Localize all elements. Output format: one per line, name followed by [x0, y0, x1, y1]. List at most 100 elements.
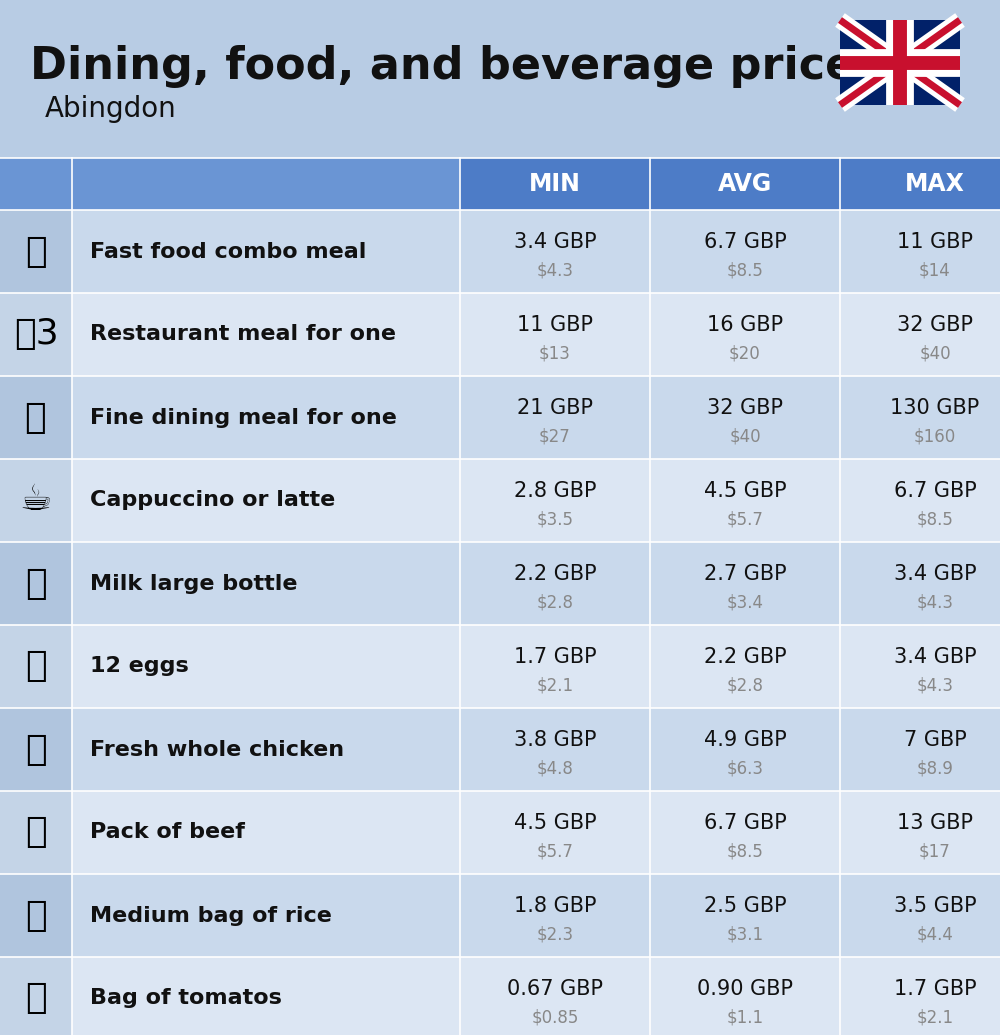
- Text: 32 GBP: 32 GBP: [707, 397, 783, 417]
- Text: $5.7: $5.7: [727, 510, 763, 529]
- Text: 🥩: 🥩: [25, 816, 47, 850]
- Text: 13 GBP: 13 GBP: [897, 812, 973, 832]
- Text: 3.4 GBP: 3.4 GBP: [894, 563, 976, 584]
- Text: ☕️: ☕️: [20, 483, 52, 518]
- Text: 🍔: 🍔: [25, 235, 47, 268]
- Text: 🍚: 🍚: [25, 898, 47, 933]
- Text: $6.3: $6.3: [726, 760, 764, 777]
- Text: 1.7 GBP: 1.7 GBP: [894, 978, 976, 999]
- Bar: [0, 874, 72, 957]
- Text: 4.5 GBP: 4.5 GBP: [514, 812, 596, 832]
- Bar: [0, 708, 1000, 791]
- Text: 12 eggs: 12 eggs: [90, 656, 189, 677]
- Text: $27: $27: [539, 427, 571, 446]
- Text: $0.85: $0.85: [531, 1008, 579, 1027]
- Text: MAX: MAX: [905, 172, 965, 196]
- Bar: [0, 542, 1000, 625]
- Text: 2.2 GBP: 2.2 GBP: [514, 563, 596, 584]
- Text: 2.2 GBP: 2.2 GBP: [704, 647, 786, 667]
- Text: 3.8 GBP: 3.8 GBP: [514, 730, 596, 749]
- Text: 1.8 GBP: 1.8 GBP: [514, 895, 596, 916]
- Text: 2.7 GBP: 2.7 GBP: [704, 563, 786, 584]
- Text: 3.4 GBP: 3.4 GBP: [514, 232, 596, 252]
- Text: $4.3: $4.3: [916, 677, 954, 694]
- Text: $40: $40: [729, 427, 761, 446]
- Text: $8.9: $8.9: [917, 760, 953, 777]
- Text: $17: $17: [919, 842, 951, 860]
- Text: $40: $40: [919, 345, 951, 362]
- Text: 130 GBP: 130 GBP: [890, 397, 980, 417]
- Text: 0.90 GBP: 0.90 GBP: [697, 978, 793, 999]
- Text: $2.8: $2.8: [536, 594, 574, 612]
- Bar: [0, 210, 1000, 293]
- Bar: [0, 459, 72, 542]
- Text: $8.5: $8.5: [727, 842, 763, 860]
- Text: $20: $20: [729, 345, 761, 362]
- Text: 32 GBP: 32 GBP: [897, 315, 973, 334]
- Text: Fresh whole chicken: Fresh whole chicken: [90, 739, 344, 760]
- Bar: [0, 376, 1000, 459]
- Text: 🍅: 🍅: [25, 981, 47, 1015]
- Text: Bag of tomatos: Bag of tomatos: [90, 988, 282, 1008]
- Bar: [0, 625, 1000, 708]
- Bar: [0, 158, 72, 210]
- Text: $8.5: $8.5: [727, 262, 763, 279]
- Text: $4.8: $4.8: [537, 760, 573, 777]
- Text: 6.7 GBP: 6.7 GBP: [704, 812, 786, 832]
- Bar: [0, 376, 72, 459]
- Text: 🥛: 🥛: [25, 566, 47, 600]
- Text: 11 GBP: 11 GBP: [897, 232, 973, 252]
- Text: 11 GBP: 11 GBP: [517, 315, 593, 334]
- Text: Cappuccino or latte: Cappuccino or latte: [90, 491, 335, 510]
- Text: $8.5: $8.5: [917, 510, 953, 529]
- Text: $2.8: $2.8: [726, 677, 764, 694]
- Text: $2.3: $2.3: [536, 925, 574, 944]
- Text: Fine dining meal for one: Fine dining meal for one: [90, 408, 397, 427]
- Text: $4.3: $4.3: [536, 262, 574, 279]
- Bar: [72, 158, 460, 210]
- Bar: [0, 625, 72, 708]
- Bar: [0, 791, 72, 874]
- Text: 0.67 GBP: 0.67 GBP: [507, 978, 603, 999]
- Text: 6.7 GBP: 6.7 GBP: [894, 480, 976, 501]
- Text: 7 GBP: 7 GBP: [904, 730, 966, 749]
- Text: Restaurant meal for one: Restaurant meal for one: [90, 325, 396, 345]
- Text: $160: $160: [914, 427, 956, 446]
- Text: 🍗: 🍗: [25, 733, 47, 767]
- Text: $5.7: $5.7: [537, 842, 573, 860]
- Text: 4.9 GBP: 4.9 GBP: [704, 730, 786, 749]
- Text: 6.7 GBP: 6.7 GBP: [704, 232, 786, 252]
- Text: 2.5 GBP: 2.5 GBP: [704, 895, 786, 916]
- Text: $3.5: $3.5: [536, 510, 574, 529]
- Text: $2.1: $2.1: [916, 1008, 954, 1027]
- Bar: [0, 459, 1000, 542]
- Bar: [0, 957, 1000, 1035]
- Bar: [0, 708, 72, 791]
- Text: $2.1: $2.1: [536, 677, 574, 694]
- Bar: [0, 210, 72, 293]
- Bar: [0, 158, 1000, 210]
- Text: $13: $13: [539, 345, 571, 362]
- Text: AVG: AVG: [718, 172, 772, 196]
- Text: 3.5 GBP: 3.5 GBP: [894, 895, 976, 916]
- Bar: [0, 542, 72, 625]
- Bar: [0, 293, 72, 376]
- Text: 1.7 GBP: 1.7 GBP: [514, 647, 596, 667]
- Bar: [0, 293, 1000, 376]
- Text: 4.5 GBP: 4.5 GBP: [704, 480, 786, 501]
- Text: Milk large bottle: Milk large bottle: [90, 573, 298, 593]
- Bar: [0, 791, 1000, 874]
- Text: 🌷3: 🌷3: [14, 318, 58, 352]
- Text: 3.4 GBP: 3.4 GBP: [894, 647, 976, 667]
- Text: $4.4: $4.4: [917, 925, 953, 944]
- Text: Abingdon: Abingdon: [45, 95, 177, 123]
- Bar: [0, 957, 72, 1035]
- Text: Fast food combo meal: Fast food combo meal: [90, 241, 366, 262]
- Bar: [840, 20, 960, 105]
- Text: $3.1: $3.1: [726, 925, 764, 944]
- Text: 21 GBP: 21 GBP: [517, 397, 593, 417]
- Text: 2.8 GBP: 2.8 GBP: [514, 480, 596, 501]
- Text: $14: $14: [919, 262, 951, 279]
- Text: $3.4: $3.4: [726, 594, 764, 612]
- Text: 🍽️: 🍽️: [25, 401, 47, 435]
